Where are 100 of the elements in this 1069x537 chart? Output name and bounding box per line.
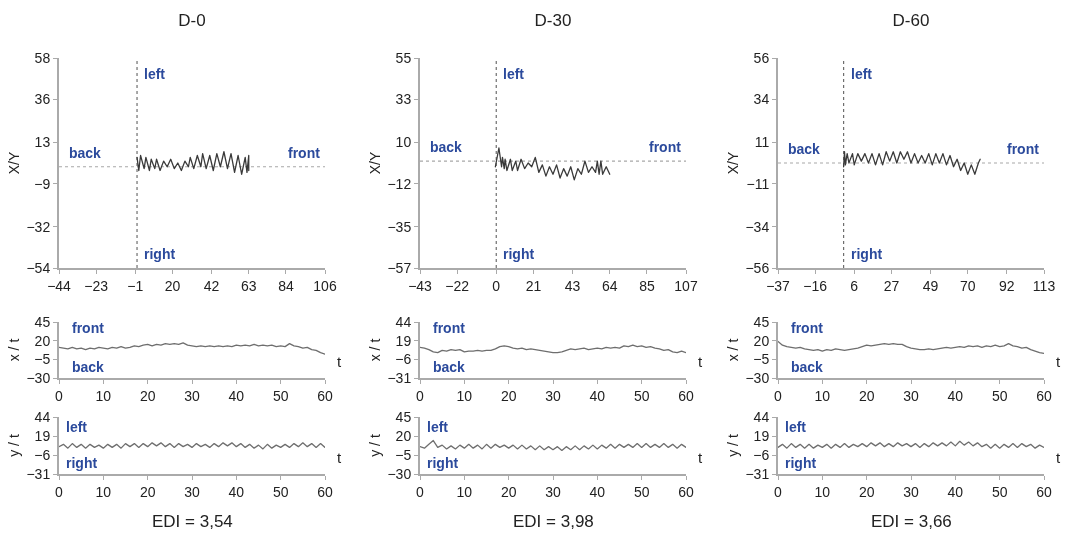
annotation: front <box>791 320 824 336</box>
y-tick-label: 33 <box>395 91 412 108</box>
x-tick-label: 27 <box>883 277 900 294</box>
line-series <box>59 442 325 450</box>
line-series <box>842 151 981 175</box>
y-tick-label: 56 <box>753 49 770 66</box>
y-tick-label: 20 <box>395 427 412 444</box>
x-tick-label: −23 <box>84 277 109 294</box>
chart-title: D-30 <box>534 10 572 30</box>
x-tick-label: −16 <box>803 277 828 294</box>
x-tick-label: 30 <box>545 483 561 500</box>
y-axis-title: X/Y <box>366 151 383 175</box>
y-tick-label: −34 <box>745 218 770 235</box>
x-tick-label: 64 <box>601 277 618 294</box>
y-tick-label: −6 <box>395 351 412 368</box>
x-tick-label: 20 <box>858 387 875 404</box>
x-tick-label: 20 <box>139 483 156 500</box>
line-series <box>420 439 686 452</box>
y-axis-title: y / t <box>5 434 22 457</box>
y-tick-label: −11 <box>746 175 770 192</box>
y-tick-label: −32 <box>26 218 51 235</box>
y-axis-title: X/Y <box>5 151 22 175</box>
annotation: left <box>427 419 449 435</box>
x-tick-label: −1 <box>127 277 144 294</box>
y-tick-label: −30 <box>745 369 770 386</box>
text: EDI = 3,66 <box>871 512 952 531</box>
x-tick-label: −37 <box>766 277 791 294</box>
y-tick-label: 34 <box>753 91 770 108</box>
x-tick-label: −43 <box>408 277 433 294</box>
y-tick-label: 19 <box>753 427 770 444</box>
x-tick-label: 50 <box>272 387 289 404</box>
annotation: right <box>785 455 817 471</box>
annotation: right <box>427 455 459 471</box>
x-tick-label: 113 <box>1032 277 1056 294</box>
x-tick-label: 10 <box>814 387 831 404</box>
x-tick-label: 50 <box>633 483 650 500</box>
y-tick-label: −6 <box>34 446 51 463</box>
y-tick-label: 13 <box>34 134 51 151</box>
y-tick-label: −30 <box>387 465 412 482</box>
y-axis-title: y / t <box>724 434 741 457</box>
x-tick-label: 10 <box>456 483 473 500</box>
x-tick-label: 92 <box>998 277 1015 294</box>
text: EDI = 3,54 <box>152 512 233 531</box>
line-series <box>420 344 686 354</box>
x-tick-label: 20 <box>500 483 517 500</box>
annotation: back <box>69 145 102 161</box>
x-tick-label: 10 <box>456 387 473 404</box>
y-axis-title: x / t <box>5 338 22 362</box>
annotation: back <box>788 141 821 157</box>
x-tick-label: 0 <box>55 387 64 404</box>
y-tick-label: −6 <box>753 446 770 463</box>
x-tick-label: 40 <box>589 387 606 404</box>
x-tick-label: 60 <box>317 483 333 500</box>
x-tick-label: 60 <box>1036 387 1052 404</box>
y-tick-label: 20 <box>753 332 770 349</box>
line-series <box>136 151 250 175</box>
x-tick-label: 0 <box>492 277 501 294</box>
x-tick-label: 0 <box>416 483 425 500</box>
line-series <box>494 147 611 181</box>
x-tick-label: 20 <box>858 483 875 500</box>
y-tick-label: −30 <box>26 369 51 386</box>
y-tick-label: 44 <box>753 408 770 425</box>
x-tick-label: 30 <box>545 387 561 404</box>
annotation: left <box>851 66 873 82</box>
y-tick-label: −56 <box>745 259 770 276</box>
annotation: right <box>851 246 883 262</box>
x-tick-label: 40 <box>947 483 964 500</box>
y-tick-label: 45 <box>34 313 51 330</box>
y-tick-label: 10 <box>395 134 412 151</box>
annotation: right <box>144 246 176 262</box>
x-tick-label: 0 <box>774 483 783 500</box>
x-tick-label: 30 <box>184 483 200 500</box>
y-tick-label: −57 <box>387 259 412 276</box>
chart-title: D-0 <box>178 10 206 30</box>
x-tick-label: 0 <box>416 387 425 404</box>
y-tick-label: −31 <box>26 465 51 482</box>
y-tick-label: −35 <box>387 218 412 235</box>
annotation: back <box>791 359 824 375</box>
y-tick-label: 58 <box>34 49 51 66</box>
x-tick-label: 40 <box>228 483 245 500</box>
x-axis-title: t <box>1056 449 1061 466</box>
y-tick-label: −5 <box>753 351 770 368</box>
y-tick-label: −9 <box>34 175 51 192</box>
y-tick-label: 19 <box>34 427 51 444</box>
x-tick-label: −44 <box>47 277 72 294</box>
y-tick-label: 36 <box>34 91 51 108</box>
y-tick-label: 45 <box>753 313 770 330</box>
x-axis-title: t <box>698 449 703 466</box>
annotation: front <box>433 320 466 336</box>
x-tick-label: 20 <box>500 387 517 404</box>
x-tick-label: 21 <box>525 277 542 294</box>
annotation: left <box>503 66 525 82</box>
chart-title: D-60 <box>892 10 930 30</box>
y-tick-label: 19 <box>395 332 412 349</box>
y-axis-title: y / t <box>366 434 383 457</box>
x-tick-label: 60 <box>1036 483 1052 500</box>
y-tick-label: −5 <box>34 351 51 368</box>
annotation: left <box>66 419 88 435</box>
x-tick-label: 60 <box>678 483 694 500</box>
y-tick-label: 55 <box>395 49 412 66</box>
